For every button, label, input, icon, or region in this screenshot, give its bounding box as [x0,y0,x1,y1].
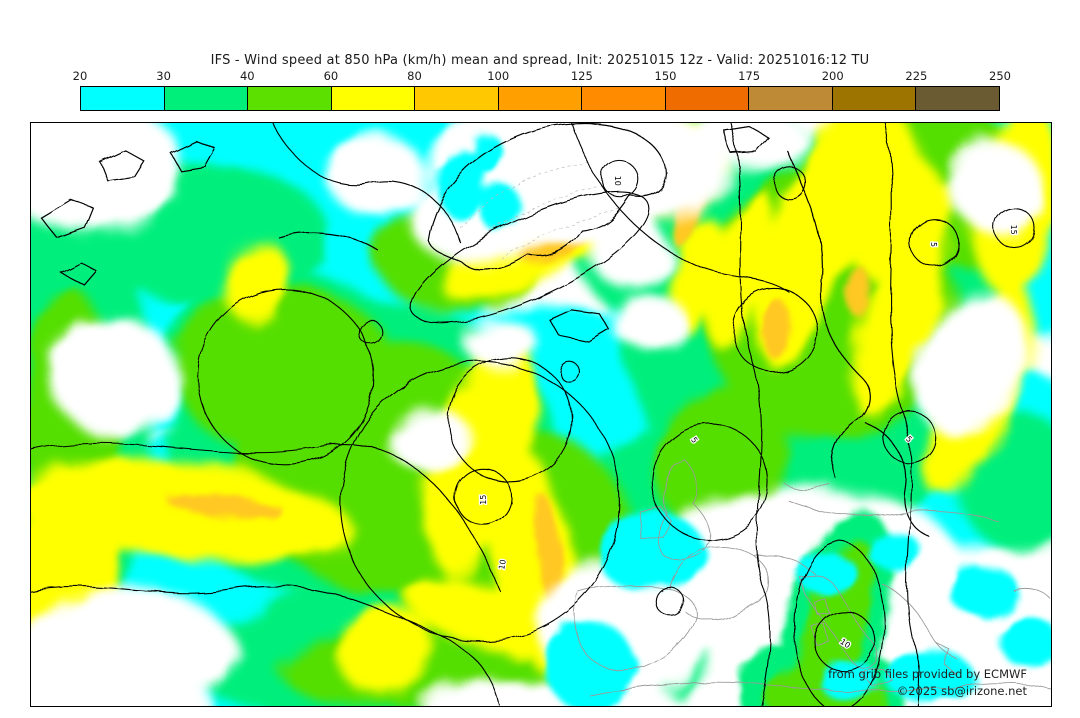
colorbar-segment [498,87,583,110]
attribution: from grib files provided by ECMWF ©2025 … [828,666,1027,700]
wind-speed-colorbar [80,86,1000,111]
page-title: IFS - Wind speed at 850 hPa (km/h) mean … [210,53,870,68]
contour-label: 10 [613,176,622,186]
colorbar-segment [916,87,1000,110]
attribution-source: from grib files provided by ECMWF [828,667,1027,681]
colorbar-ticks: 20 30 40 60 80 100 125 150 175 200 225 2… [0,69,1080,83]
colorbar-tick: 125 [570,69,593,83]
colorbar-tick: 60 [323,69,339,83]
colorbar-tick: 80 [407,69,422,83]
wind-field-canvas: 15 10 10 5 5 5 10 15 [31,123,1051,706]
colorbar-segment [749,87,833,110]
attribution-copyright: ©2025 sb@irizone.net [896,684,1027,698]
colorbar-tick: 225 [905,69,928,83]
spread-contour-lines [31,123,1035,706]
contour-label: 15 [1009,225,1018,235]
colorbar-segment [415,87,499,110]
contour-label: 15 [479,495,488,505]
contour-labels: 15 10 10 5 5 5 10 15 [478,174,1019,651]
colorbar-segment [331,87,416,110]
colorbar-tick: 200 [821,69,844,83]
contour-label: 5 [929,242,938,247]
forecast-map: 15 10 10 5 5 5 10 15 from grib files pro… [30,122,1052,707]
coastline-europe [573,459,1051,697]
colorbar-segment [248,87,332,110]
colorbar-segment [665,87,750,110]
colorbar-segment [81,87,165,110]
colorbar-segment [832,87,917,110]
contour-label: 5 [689,436,699,445]
coastline-north [40,123,930,538]
colorbar-tick: 100 [487,69,510,83]
colorbar-tick: 30 [156,69,171,83]
greenland-terrain-contours [459,162,620,258]
colorbar-tick: 20 [72,69,88,83]
colorbar-tick: 40 [239,69,255,83]
colorbar-segment [164,87,249,110]
contour-label: 10 [497,559,508,571]
overlay-band-20-30 [435,130,1051,706]
colorbar-tick: 175 [738,69,761,83]
colorbar-segment [582,87,666,110]
colorbar-tick: 250 [989,69,1011,83]
colorbar-tick: 150 [654,69,677,83]
